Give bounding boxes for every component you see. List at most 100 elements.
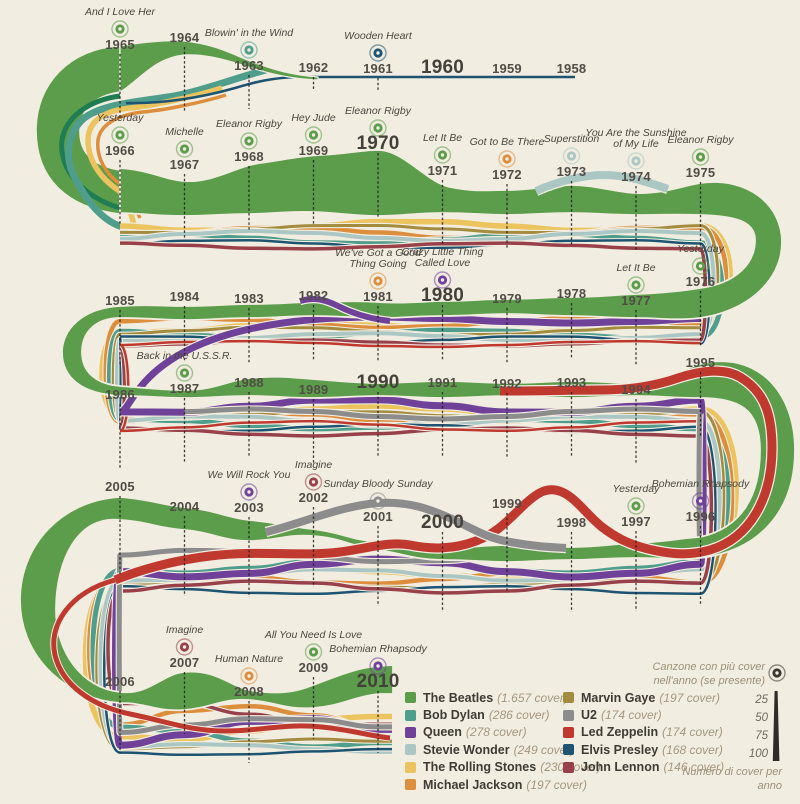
year-label: 1986 xyxy=(105,387,135,402)
top-song-label: Eleanor Rigby xyxy=(216,118,282,131)
top-song-label: Hey Jude xyxy=(291,112,336,125)
ribbon-elvis xyxy=(103,239,717,757)
legend-artist-name: Marvin Gaye xyxy=(581,690,656,705)
year-label: 1964 xyxy=(169,30,200,45)
top-song-caption: Canzone con più cover nell'anno (se pres… xyxy=(652,661,765,687)
legend-cover-count: (197 cover) xyxy=(526,777,588,792)
legend-item: Elvis Presley (168 cover) xyxy=(563,741,724,758)
top-song-label: And I Love Her xyxy=(84,6,156,19)
top-song-bullseye-icon xyxy=(562,147,581,165)
legend-artist-name: Elvis Presley xyxy=(581,742,659,757)
top-song-label: Superstition xyxy=(543,133,600,146)
year-label: 1960 xyxy=(420,57,465,78)
year-label: 1985 xyxy=(105,293,135,308)
queen-wedge xyxy=(299,295,391,324)
top-song-bullseye-icon xyxy=(627,497,645,515)
top-song-label: Let It Be xyxy=(616,262,656,275)
year-label: 1959 xyxy=(492,61,522,76)
legend-cover-count: (1.657 cover) xyxy=(497,690,568,705)
legend-swatch xyxy=(563,692,574,704)
legend-artist-name: The Beatles xyxy=(423,690,494,705)
top-song-label: Yesterday xyxy=(677,243,724,256)
legend-item: Queen (278 cover) xyxy=(405,724,601,741)
top-song-label: Back in the U.S.S.R. xyxy=(136,350,233,363)
thickness-caption: Numero di cover per anno xyxy=(682,766,782,792)
legend-artist-name: Queen xyxy=(423,725,462,740)
legend-item: The Beatles (1.657 cover) xyxy=(405,689,601,706)
top-song-bullseye-icon xyxy=(240,132,258,150)
year-label: 1962 xyxy=(298,60,329,75)
top-song-bullseye-icon xyxy=(369,119,387,137)
year-label: 1966 xyxy=(105,143,135,158)
year-label: 1987 xyxy=(169,381,200,396)
legend-swatch xyxy=(563,761,574,773)
stevie-wonder-hill xyxy=(534,170,670,195)
year-label: 1991 xyxy=(427,375,458,390)
top-song-bullseye-icon xyxy=(175,638,194,656)
legend-cover-count: (197 cover) xyxy=(659,690,721,705)
legend-artist-name: Michael Jackson xyxy=(423,777,523,792)
ribbon-lennon xyxy=(106,241,714,727)
year-label: 2008 xyxy=(234,684,264,699)
year-label: 1982 xyxy=(298,288,329,303)
top-song-label: Bohemian Rhapsody xyxy=(329,643,427,656)
legend-artist-name: U2 xyxy=(581,708,597,723)
legend-item: John Lennon (146 cover) xyxy=(563,759,724,776)
year-label: 1984 xyxy=(169,289,200,304)
year-label: 1979 xyxy=(492,291,522,306)
top-song-bullseye-icon xyxy=(111,20,129,38)
top-song-label: Yesterday xyxy=(96,112,144,125)
year-label: 1997 xyxy=(621,514,651,529)
legend-cover-count: (286 cover) xyxy=(488,708,550,723)
legend-cover-count: (249 cover) xyxy=(513,742,575,757)
legend-swatch xyxy=(405,692,416,704)
year-label: 1994 xyxy=(621,382,651,397)
top-song-label: Wooden Heart xyxy=(344,30,412,43)
year-label: 1996 xyxy=(685,509,716,524)
top-song-bullseye-icon xyxy=(240,483,258,501)
year-label: 1958 xyxy=(556,61,587,76)
year-label: 1961 xyxy=(363,61,393,76)
year-ticks xyxy=(119,47,702,763)
stream-overlays xyxy=(50,169,778,742)
top-song-label: Imagine xyxy=(165,624,204,637)
top-song-bullseye-icon xyxy=(691,148,710,166)
top-song-bullseye-icon xyxy=(175,140,194,158)
top-song-bullseye-icon xyxy=(498,150,516,168)
legend-item: Bob Dylan (286 cover) xyxy=(405,706,601,723)
top-song-label: Eleanor Rigby xyxy=(345,105,411,118)
legend-artist-name: Led Zeppelin xyxy=(581,725,659,740)
top-song-bullseye-icon xyxy=(240,667,258,685)
top-song-bullseye-icon xyxy=(304,473,323,491)
top-song-bullseye-icon xyxy=(175,364,194,382)
year-label: 2002 xyxy=(298,490,329,505)
legend-swatch xyxy=(405,761,416,773)
legend-swatch xyxy=(405,779,416,791)
led-zeppelin-surge xyxy=(113,366,777,585)
legend-column-1: The Beatles (1.657 cover) Bob Dylan (286 co… xyxy=(405,689,601,793)
year-label: 1980 xyxy=(420,285,465,306)
top-song-bullseye-icon xyxy=(369,44,387,62)
top-song-label: Michelle xyxy=(165,126,204,139)
legend-swatch xyxy=(405,726,416,738)
year-label: 1995 xyxy=(685,355,716,370)
top-song-bullseye-icon xyxy=(369,657,387,675)
year-label: 2009 xyxy=(298,660,329,675)
legend-cover-count: (174 cover) xyxy=(662,725,723,740)
top-song-label: Yesterday xyxy=(612,483,660,496)
legend-swatch xyxy=(563,709,574,721)
scale-value: 75 xyxy=(755,730,768,742)
top-song-label: We've Got a Good Thing Going xyxy=(335,246,421,271)
year-label: 1989 xyxy=(298,382,329,397)
top-song-bullseye-icon xyxy=(304,643,323,661)
legend-artist-name: Stevie Wonder xyxy=(423,742,510,757)
top-song-label: We Will Rock You xyxy=(207,469,291,482)
scale-value: 100 xyxy=(748,748,768,760)
legend-item: U2 (174 cover) xyxy=(563,706,724,723)
top-song-bullseye-icon xyxy=(433,271,452,289)
top-song-label: All You Need Is Love xyxy=(264,629,363,642)
top-song-label: Blowin' in the Wind xyxy=(204,27,294,40)
u2-hill xyxy=(265,498,567,552)
